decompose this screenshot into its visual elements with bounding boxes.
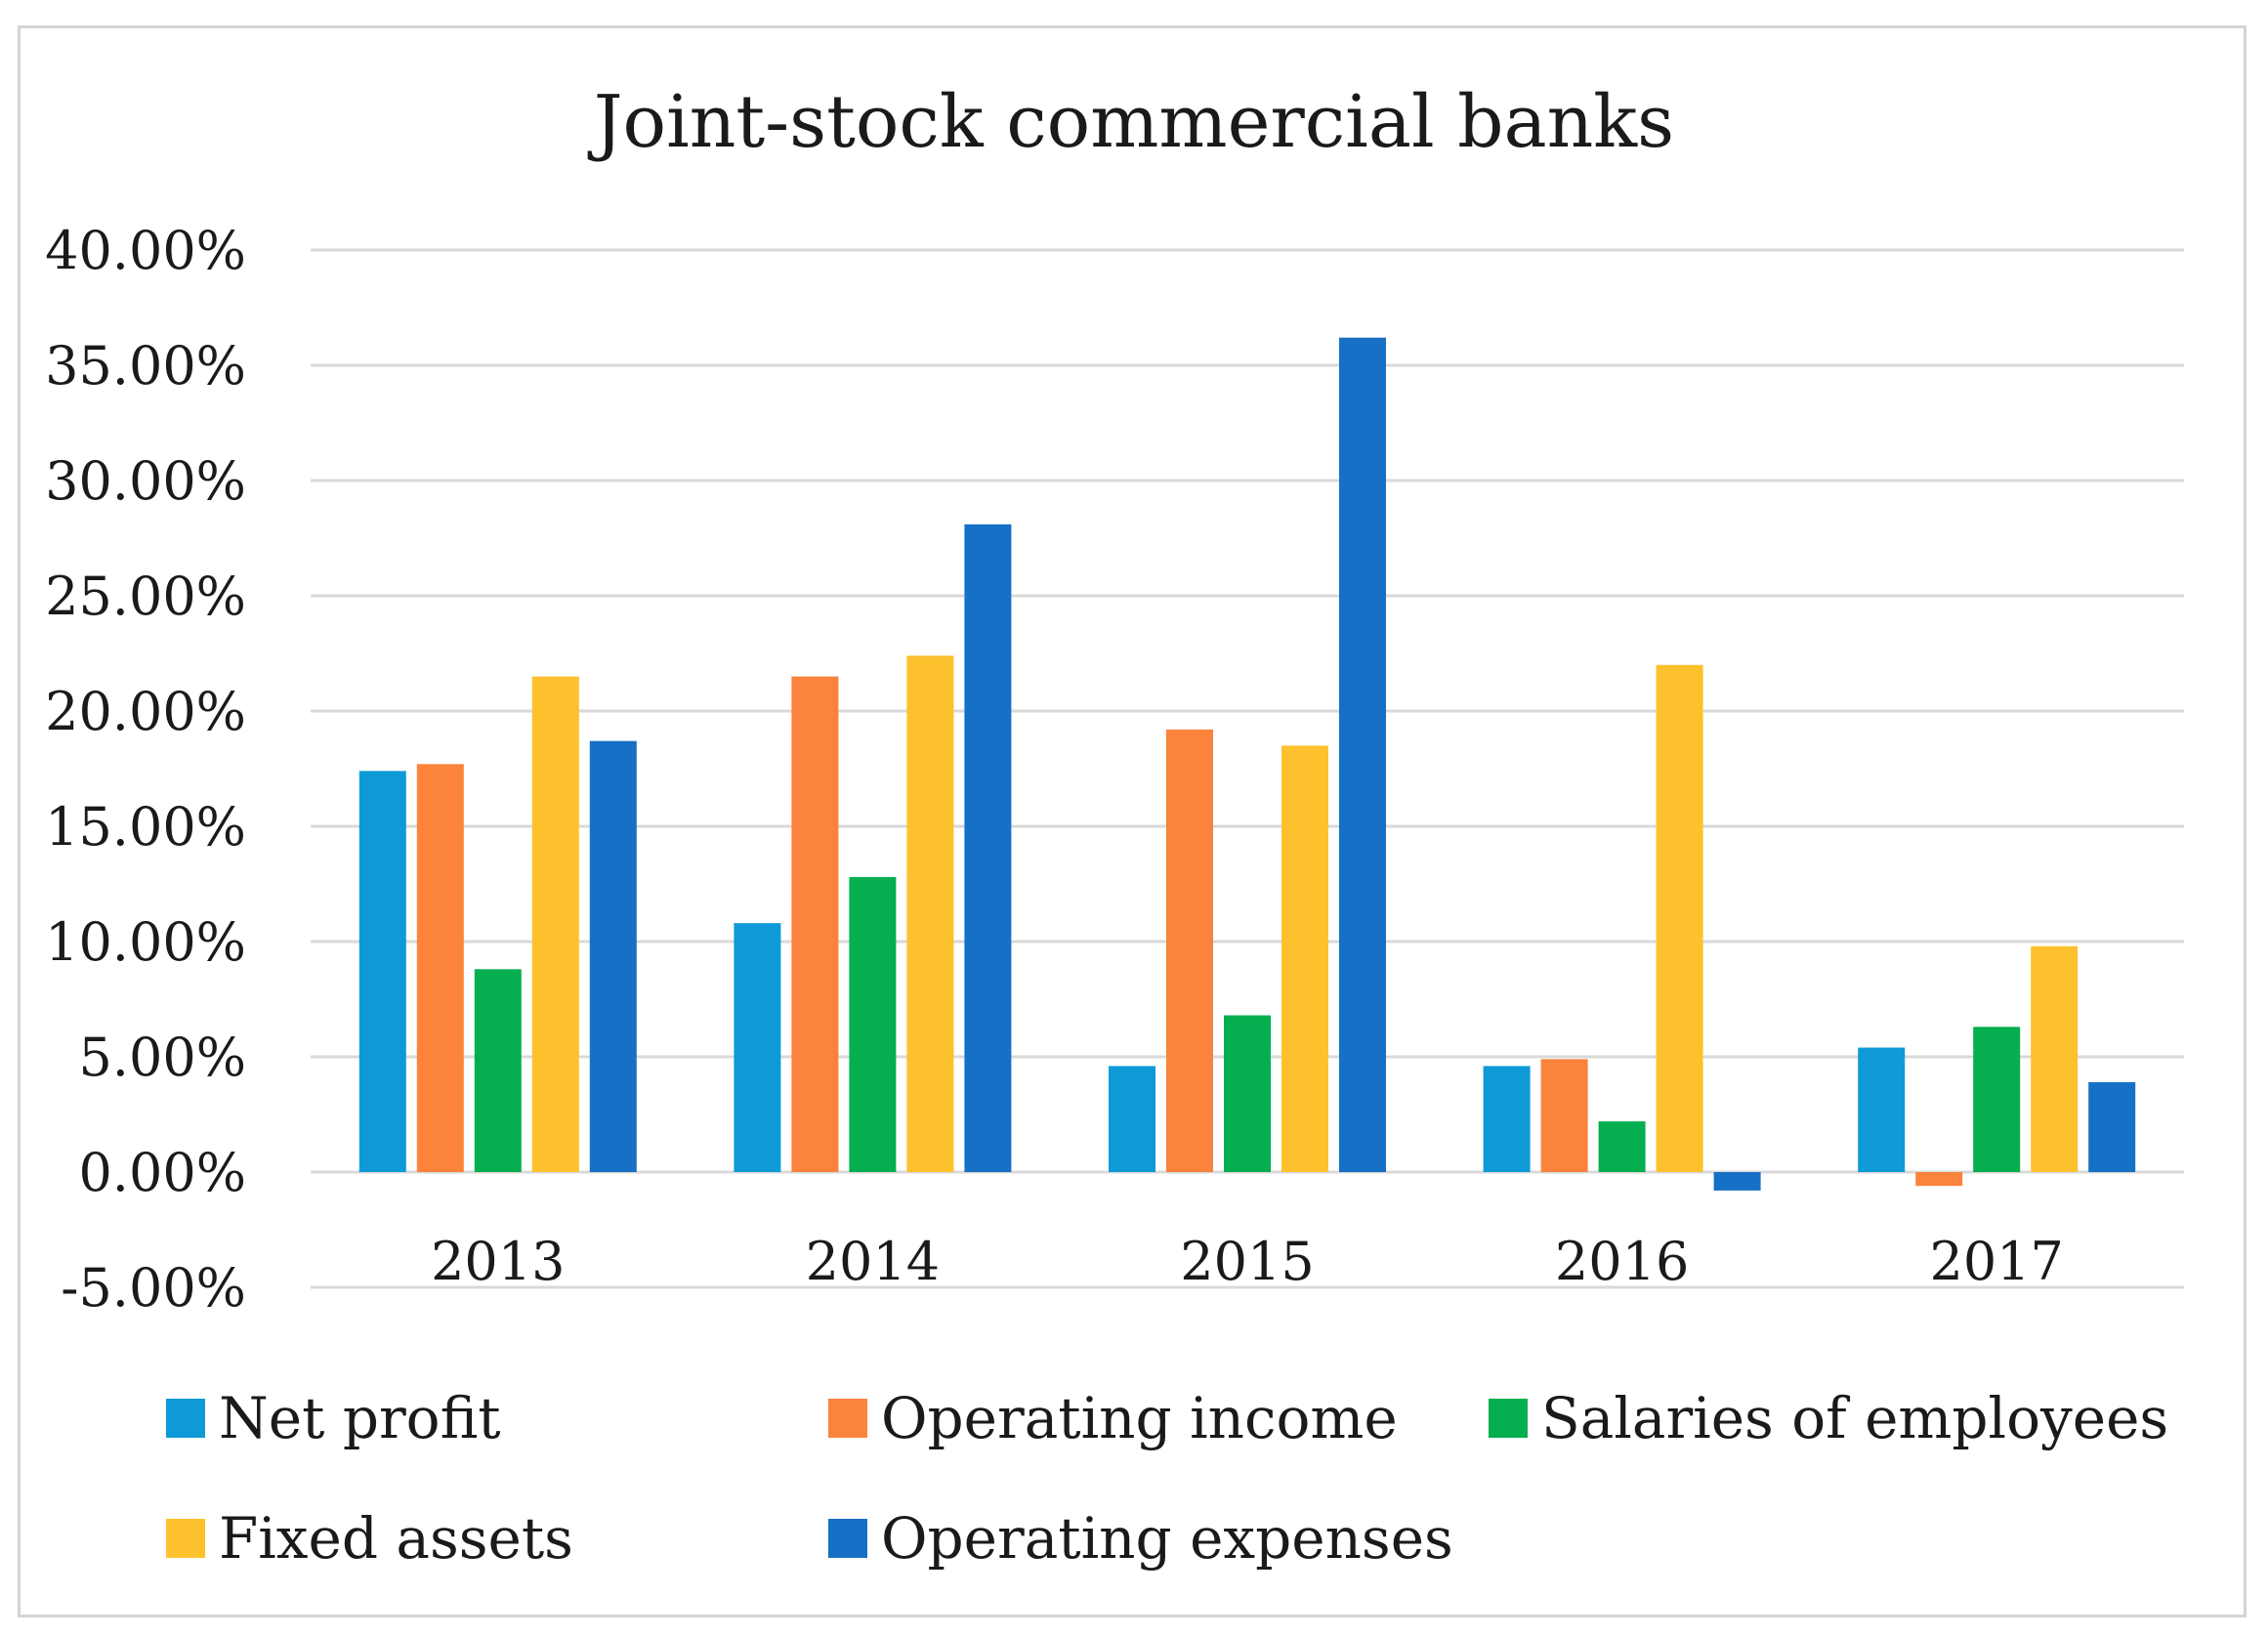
y-tick-label: 5.00% — [78, 1027, 246, 1088]
bar-operating-income-2017 — [1915, 1172, 1963, 1187]
x-tick-label: 2017 — [1929, 1231, 2063, 1292]
x-tick-label: 2013 — [431, 1231, 565, 1292]
bar-net-profit-2017 — [1858, 1047, 1906, 1172]
bar-net-profit-2016 — [1483, 1066, 1531, 1172]
x-tick-label: 2016 — [1555, 1231, 1689, 1292]
bar-salaries-of-employees-2014 — [849, 876, 897, 1172]
y-tick-label: 30.00% — [45, 450, 246, 512]
chart-title: Joint-stock commercial banks — [587, 80, 1674, 164]
legend-label-fixed-assets: Fixed assets — [219, 1505, 573, 1572]
y-tick-label: 0.00% — [78, 1142, 246, 1203]
y-tick-label: 25.00% — [45, 566, 246, 627]
x-axis-tick-labels: 2013 2014 2015 2016 2017 — [431, 1231, 2064, 1292]
y-tick-label: 10.00% — [45, 911, 246, 973]
bars — [358, 337, 2136, 1191]
bar-net-profit-2014 — [734, 923, 781, 1172]
bar-operating-expenses-2015 — [1339, 337, 1386, 1172]
x-tick-label: 2015 — [1180, 1231, 1314, 1292]
x-tick-label: 2014 — [806, 1231, 940, 1292]
legend-label-operating-income: Operating income — [881, 1385, 1398, 1451]
legend-label-salaries-of-employees: Salaries of employees — [1541, 1385, 2168, 1451]
bar-net-profit-2015 — [1109, 1066, 1155, 1172]
y-tick-label: 40.00% — [45, 220, 246, 281]
bar-operating-income-2013 — [416, 764, 464, 1172]
bar-fixed-assets-2015 — [1281, 745, 1328, 1172]
y-tick-label: 15.00% — [45, 796, 246, 858]
bar-operating-income-2016 — [1540, 1059, 1588, 1172]
bar-operating-expenses-2014 — [964, 524, 1012, 1172]
legend-swatch-salaries-of-employees — [1489, 1399, 1528, 1438]
legend-swatch-operating-expenses — [828, 1519, 867, 1558]
bar-operating-expenses-2016 — [1713, 1172, 1761, 1191]
y-tick-label: -5.00% — [61, 1257, 246, 1319]
bar-operating-income-2014 — [791, 676, 839, 1172]
bar-net-profit-2013 — [358, 771, 406, 1172]
legend-swatch-operating-income — [828, 1399, 867, 1438]
legend-swatch-net-profit — [166, 1399, 205, 1438]
y-tick-label: 20.00% — [45, 681, 246, 742]
legend: Net profit Operating income Salaries of em… — [166, 1385, 2168, 1572]
bar-salaries-of-employees-2013 — [474, 969, 522, 1172]
legend-label-operating-expenses: Operating expenses — [881, 1505, 1453, 1572]
legend-label-net-profit: Net profit — [219, 1385, 501, 1451]
y-axis-tick-labels: -5.00% 0.00% 5.00% 10.00% 15.00% 20.00% 25.00%… — [45, 220, 246, 1319]
bar-salaries-of-employees-2017 — [1973, 1027, 2021, 1172]
bar-salaries-of-employees-2016 — [1598, 1121, 1646, 1172]
bar-fixed-assets-2017 — [2031, 945, 2079, 1172]
y-tick-label: 35.00% — [45, 335, 246, 397]
bar-fixed-assets-2013 — [531, 676, 579, 1172]
bar-operating-expenses-2017 — [2088, 1081, 2136, 1172]
legend-swatch-fixed-assets — [166, 1519, 205, 1558]
bar-fixed-assets-2014 — [906, 655, 954, 1172]
bar-fixed-assets-2016 — [1656, 664, 1703, 1172]
bar-operating-income-2015 — [1166, 729, 1213, 1172]
bar-operating-expenses-2013 — [589, 740, 637, 1172]
bar-salaries-of-employees-2015 — [1224, 1015, 1271, 1172]
